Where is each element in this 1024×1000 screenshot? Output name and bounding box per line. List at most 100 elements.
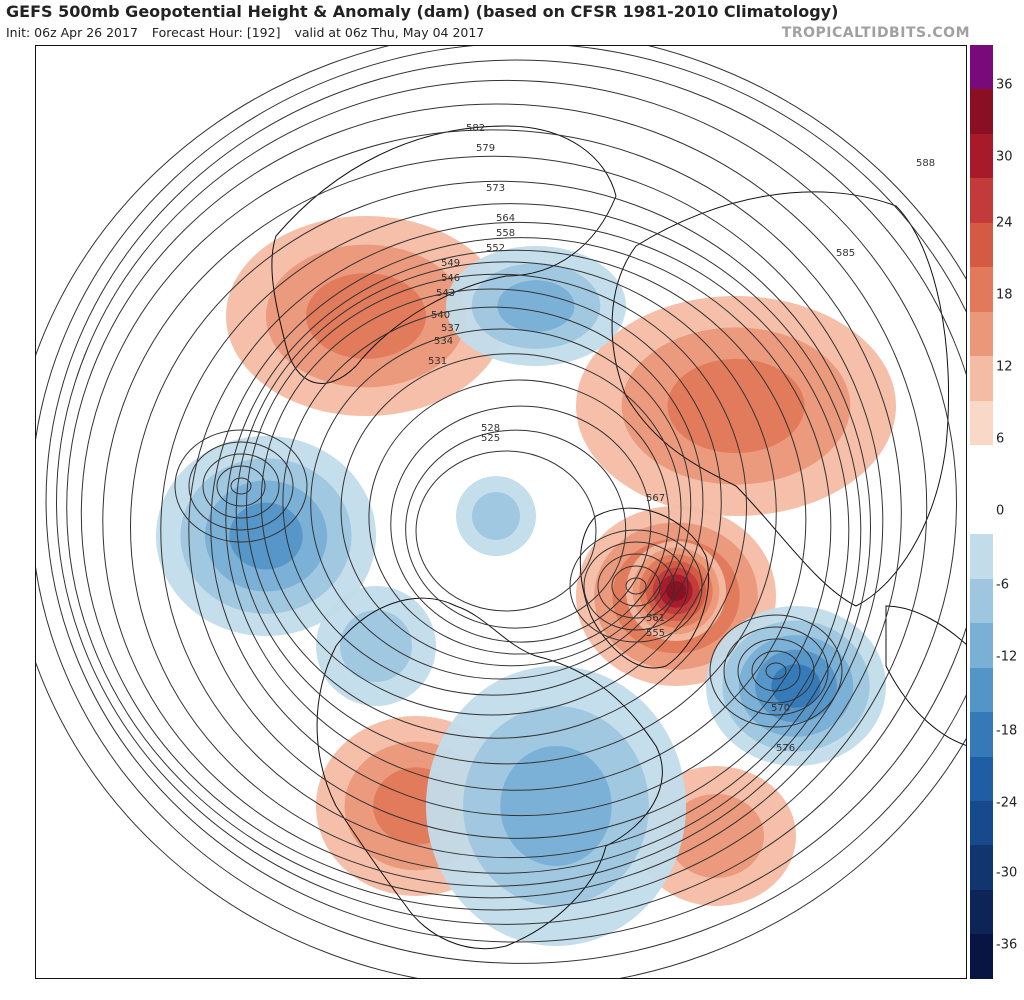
height-contour <box>202 453 280 519</box>
contour-label: 570 <box>771 703 790 714</box>
contour-label: 525 <box>481 433 500 444</box>
contour-label: 576 <box>776 743 795 754</box>
eurasia-coast <box>611 191 950 607</box>
positive-anomaly <box>668 794 764 878</box>
colorbar-segment <box>970 934 993 979</box>
contour-label: 555 <box>646 628 665 639</box>
height-contour <box>45 59 966 943</box>
africa-coast <box>885 605 966 746</box>
contour-label: 552 <box>486 243 505 254</box>
negative-anomaly <box>340 610 412 682</box>
height-contour <box>611 565 661 607</box>
negative-anomaly <box>229 502 303 570</box>
height-contour <box>737 638 815 704</box>
colorbar-segment <box>970 311 993 357</box>
negative-anomaly <box>497 280 575 332</box>
init-time: Init: 06z Apr 26 2017 <box>6 25 138 40</box>
height-contour <box>80 129 902 899</box>
height-contour <box>405 429 627 629</box>
colorbar <box>970 45 993 979</box>
contour-label: 567 <box>646 493 665 504</box>
colorbar-segment <box>970 45 993 90</box>
colorbar-tick-label: 18 <box>996 287 1013 303</box>
contour-labels: 582 579 573 564 558 552 549 546 543 540 537 534 531 5… <box>428 123 935 754</box>
colorbar-ticks: 36 30 24 18 12 6 0 -6 -12 -18 -24 -30 -36 <box>996 45 1024 979</box>
height-contour <box>102 155 884 887</box>
valid-time: valid at 06z Thu, May 04 2017 <box>294 25 485 40</box>
contour-label: 582 <box>466 123 485 134</box>
height-contour <box>130 180 872 874</box>
height-contour <box>260 288 722 716</box>
colorbar-tick-label: -36 <box>996 937 1018 953</box>
height-contour <box>340 353 682 667</box>
map-title: GEFS 500mb Geopotential Height & Anomaly… <box>6 2 839 21</box>
greenland-coast <box>579 507 710 669</box>
height-contour <box>230 477 252 495</box>
colorbar-segment <box>970 534 993 579</box>
height-contour <box>723 626 829 716</box>
coastline-layer <box>271 125 966 950</box>
anomaly-layer <box>156 216 896 946</box>
contour-label: 543 <box>436 288 455 299</box>
height-contour <box>174 429 308 543</box>
colorbar-tick-label: 24 <box>996 215 1013 231</box>
height-contour <box>66 103 928 911</box>
colorbar-tick-label: 0 <box>996 503 1005 519</box>
colorbar-segment <box>970 178 993 223</box>
height-contour <box>210 237 832 817</box>
colorbar-tick-label: -30 <box>996 865 1018 881</box>
contour-label: 573 <box>486 183 505 194</box>
negative-anomaly <box>472 492 520 540</box>
colorbar-segment <box>970 267 993 312</box>
contour-label: 534 <box>434 336 453 347</box>
positive-anomaly <box>666 581 686 601</box>
colorbar-segment <box>970 356 993 401</box>
forecast-hour: Forecast Hour: [192] <box>151 25 281 40</box>
contour-label: 561 <box>646 613 665 624</box>
map-subtitle: Init: 06z Apr 26 2017 Forecast Hour: [19… <box>6 25 494 40</box>
colorbar-tick-label: -18 <box>996 723 1018 739</box>
positive-anomaly <box>667 358 805 454</box>
colorbar-segment <box>970 889 993 935</box>
contour-label: 579 <box>476 143 495 154</box>
height-contour <box>765 662 787 680</box>
contour-label: 588 <box>916 158 935 169</box>
height-contour <box>246 273 748 739</box>
colorbar-tick-label: 12 <box>996 359 1013 375</box>
contour-label: 558 <box>496 228 515 239</box>
contour-label: 528 <box>481 423 500 434</box>
height-contour <box>160 203 862 859</box>
colorbar-segment <box>970 89 993 134</box>
negative-anomaly <box>771 664 821 708</box>
contour-label: 537 <box>441 323 460 334</box>
colorbar-segment <box>970 667 993 713</box>
height-contour <box>751 650 801 692</box>
colorbar-tick-label: 30 <box>996 149 1013 165</box>
north-america-coast <box>316 597 663 950</box>
map-panel: 582 579 573 564 558 552 549 546 543 540 537 534 531 5… <box>35 45 967 979</box>
colorbar-segment <box>970 222 993 268</box>
contour-label: 531 <box>428 356 447 367</box>
colorbar-segment <box>970 800 993 846</box>
height-contour <box>368 379 670 655</box>
colorbar-segment <box>970 578 993 624</box>
height-contour <box>216 465 266 507</box>
colorbar-segment <box>970 445 993 490</box>
asia-coast <box>271 125 617 384</box>
colorbar-segment <box>970 400 993 446</box>
colorbar-segment <box>970 845 993 890</box>
height-contour <box>188 441 294 531</box>
contour-label: 540 <box>431 310 450 321</box>
height-contour <box>709 614 843 728</box>
height-contour <box>36 46 966 964</box>
colorbar-tick-label: 36 <box>996 77 1013 93</box>
height-contours <box>36 46 966 978</box>
colorbar-tick-label: -6 <box>996 577 1009 593</box>
height-contour <box>310 328 692 680</box>
negative-anomaly <box>500 746 612 866</box>
map-canvas: 582 579 573 564 558 552 549 546 543 540 537 534 531 5… <box>36 46 966 978</box>
colorbar-tick-label: -24 <box>996 795 1018 811</box>
height-contour <box>390 405 652 643</box>
colorbar-tick-label: -12 <box>996 649 1018 665</box>
height-contour <box>225 249 807 791</box>
